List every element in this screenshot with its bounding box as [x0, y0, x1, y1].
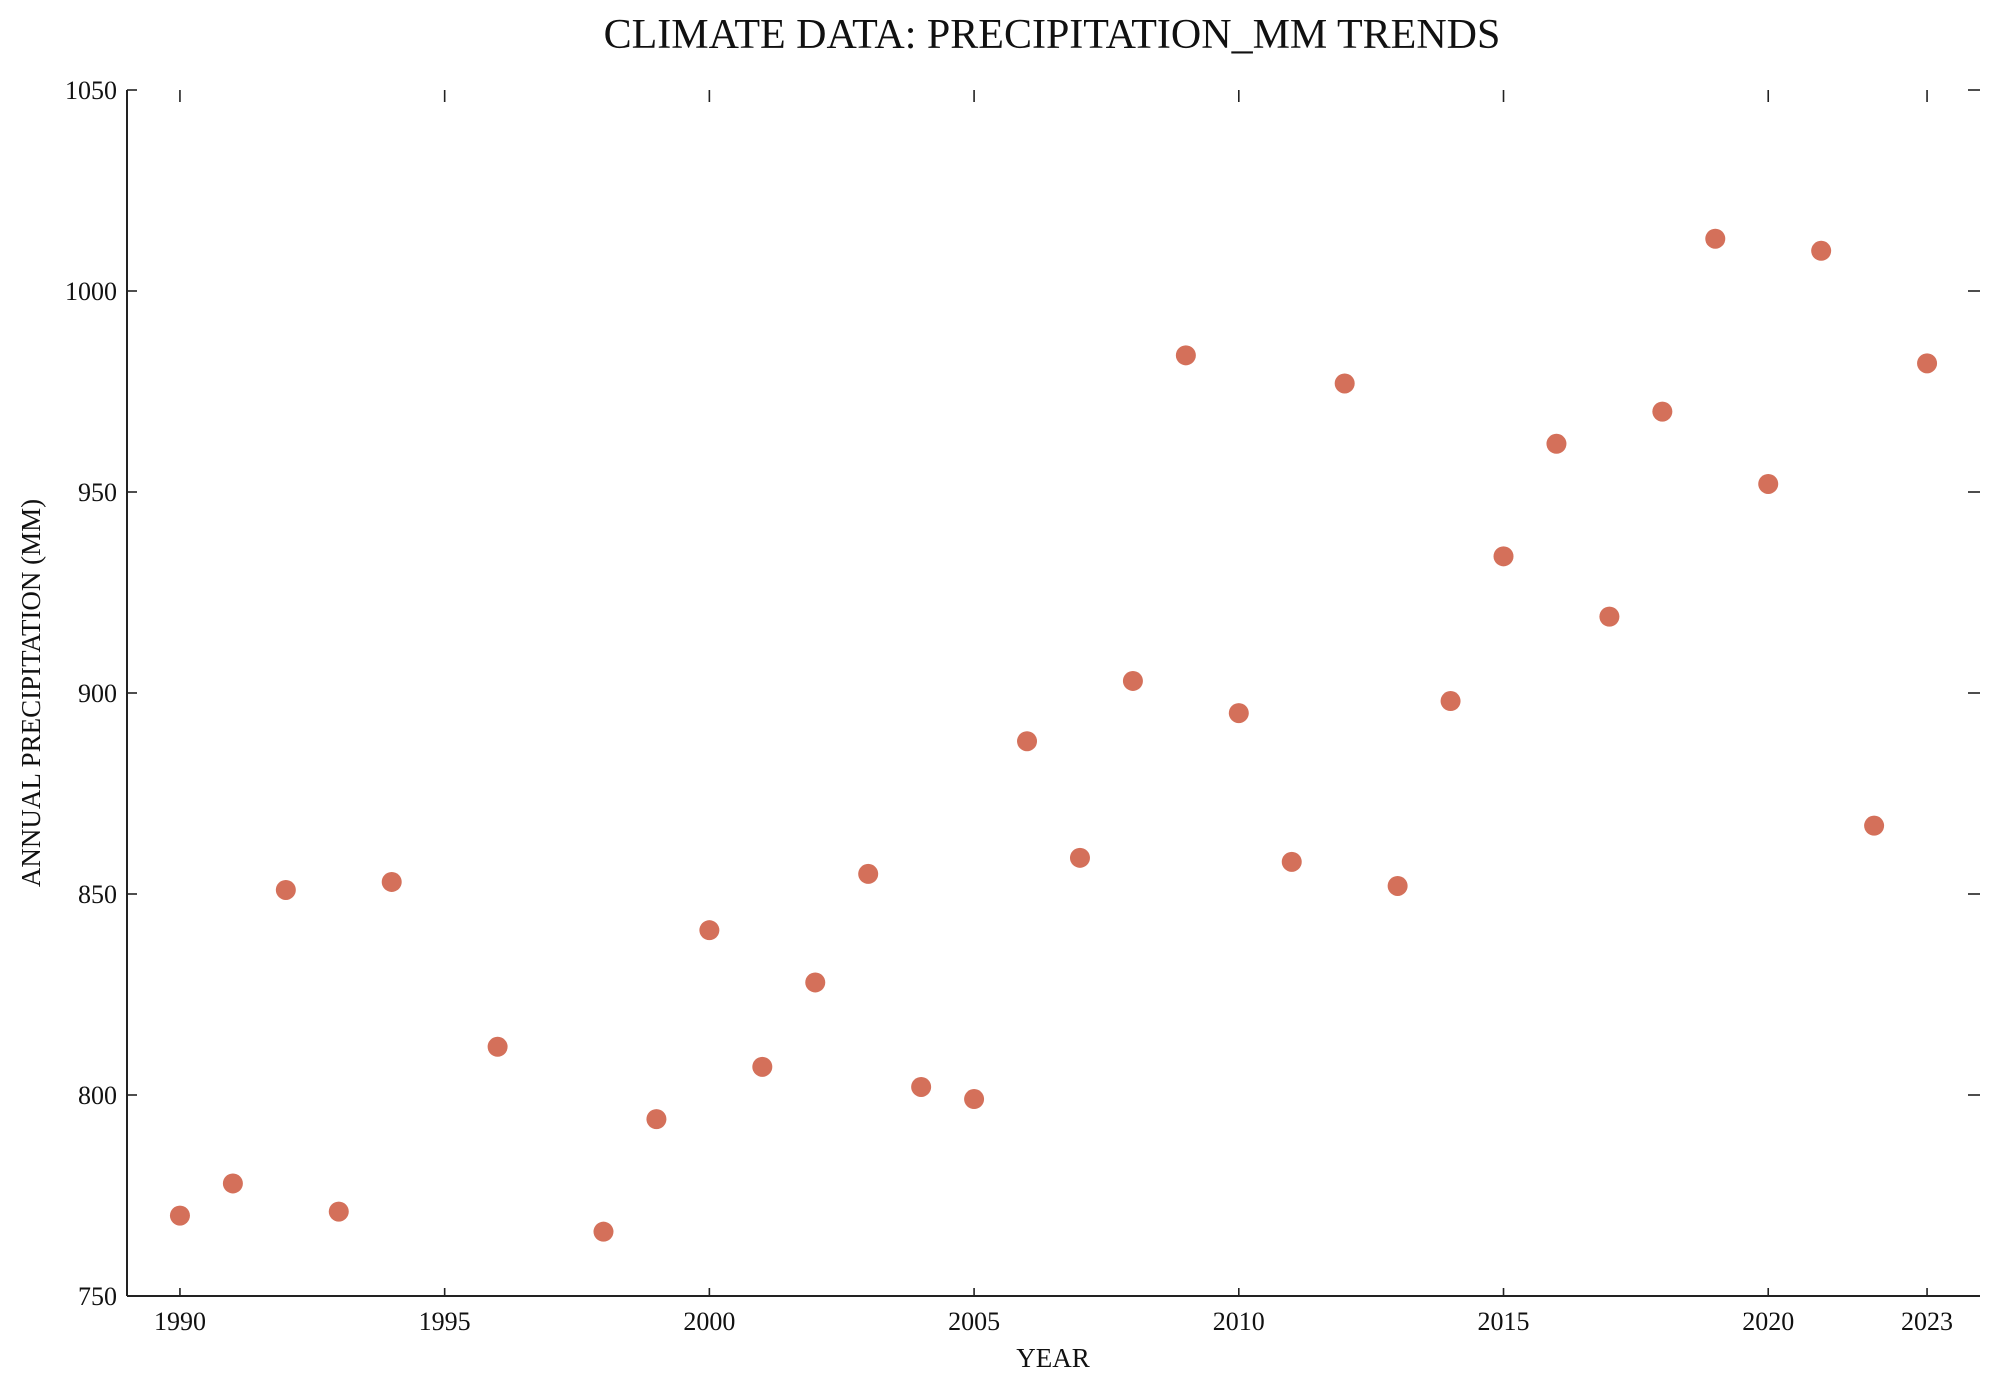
data-point — [646, 1109, 667, 1130]
data-point — [593, 1221, 614, 1242]
x-tick-label: 1990 — [154, 1307, 206, 1336]
y-tick-label: 1000 — [65, 277, 117, 306]
data-point — [1811, 240, 1832, 261]
ticks-layer: 1990 1995 2000 2005 2010 2015 2020 2023 750 800 85… — [65, 76, 1980, 1336]
y-tick-label: 1050 — [65, 76, 117, 105]
y-axis-label: ANNUAL PRECIPITATION (MM) — [16, 499, 46, 887]
data-point — [805, 972, 826, 993]
x-tick-label: 2000 — [683, 1307, 735, 1336]
data-point — [169, 1205, 190, 1226]
x-tick-label: 2015 — [1478, 1307, 1530, 1336]
data-point — [1546, 433, 1567, 454]
y-tick-label: 950 — [78, 478, 117, 507]
data-point — [858, 863, 879, 884]
data-point — [1599, 606, 1620, 627]
data-point — [487, 1036, 508, 1057]
data-points — [169, 228, 1938, 1242]
y-tick-label: 800 — [78, 1081, 117, 1110]
data-point — [328, 1201, 349, 1222]
data-point — [1069, 847, 1090, 868]
chart-title: CLIMATE DATA: PRECIPITATION_MM TRENDS — [604, 12, 1501, 58]
data-point — [1493, 546, 1514, 567]
data-point — [275, 879, 296, 900]
x-tick-label: 2020 — [1742, 1307, 1794, 1336]
data-point — [1228, 703, 1249, 724]
data-point — [1387, 875, 1408, 896]
x-tick-label: 2005 — [948, 1307, 1000, 1336]
x-tick-label: 2010 — [1213, 1307, 1265, 1336]
y-tick-label: 750 — [78, 1282, 117, 1311]
x-tick-label: 1995 — [419, 1307, 471, 1336]
data-point — [1864, 815, 1885, 836]
data-point — [1705, 228, 1726, 249]
data-point — [699, 920, 720, 941]
data-point — [752, 1056, 773, 1077]
x-tick-label: 2023 — [1901, 1307, 1953, 1336]
data-point — [1122, 670, 1143, 691]
axes — [126, 90, 1980, 1297]
data-point — [1758, 473, 1779, 494]
data-point — [1017, 731, 1038, 752]
x-axis-label: YEAR — [1016, 1343, 1090, 1373]
data-point — [1175, 345, 1196, 366]
data-point — [222, 1173, 243, 1194]
data-point — [1917, 353, 1938, 374]
data-point — [1334, 373, 1355, 394]
data-point — [381, 871, 402, 892]
data-point — [911, 1076, 932, 1097]
y-tick-label: 850 — [78, 880, 117, 909]
data-point — [1281, 851, 1302, 872]
data-point — [964, 1089, 985, 1110]
y-tick-label: 900 — [78, 679, 117, 708]
data-point — [1652, 401, 1673, 422]
data-point — [1440, 691, 1461, 712]
